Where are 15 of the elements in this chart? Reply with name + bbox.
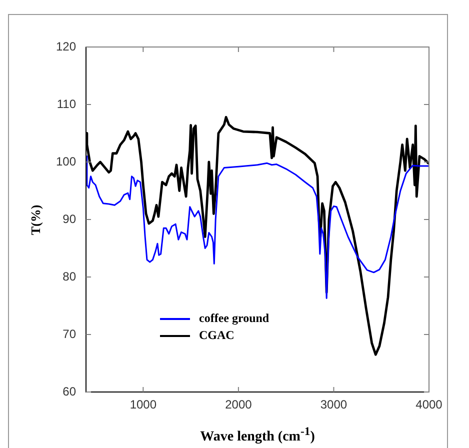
y-tick-label: 60 <box>62 384 76 398</box>
x-axis-title: Wave length (cm$^{-1}$) <box>200 425 315 446</box>
legend-label: coffee ground <box>199 311 270 326</box>
y-axis-title: T(%) <box>28 204 44 235</box>
y-tick-label: 80 <box>62 269 76 284</box>
x-tick-label: 1000 <box>130 398 157 412</box>
x-tick-label: 2000 <box>225 398 252 412</box>
x-tick-label: 4000 <box>416 398 443 412</box>
y-tick-label: 120 <box>56 39 76 54</box>
y-tick-label: 100 <box>56 154 76 168</box>
legend-label: CGAC <box>199 328 234 343</box>
y-tick-label: 110 <box>56 96 76 111</box>
x-tick-label: 3000 <box>320 398 348 412</box>
y-tick-label: 90 <box>62 212 76 226</box>
y-tick-label: 70 <box>62 326 76 341</box>
